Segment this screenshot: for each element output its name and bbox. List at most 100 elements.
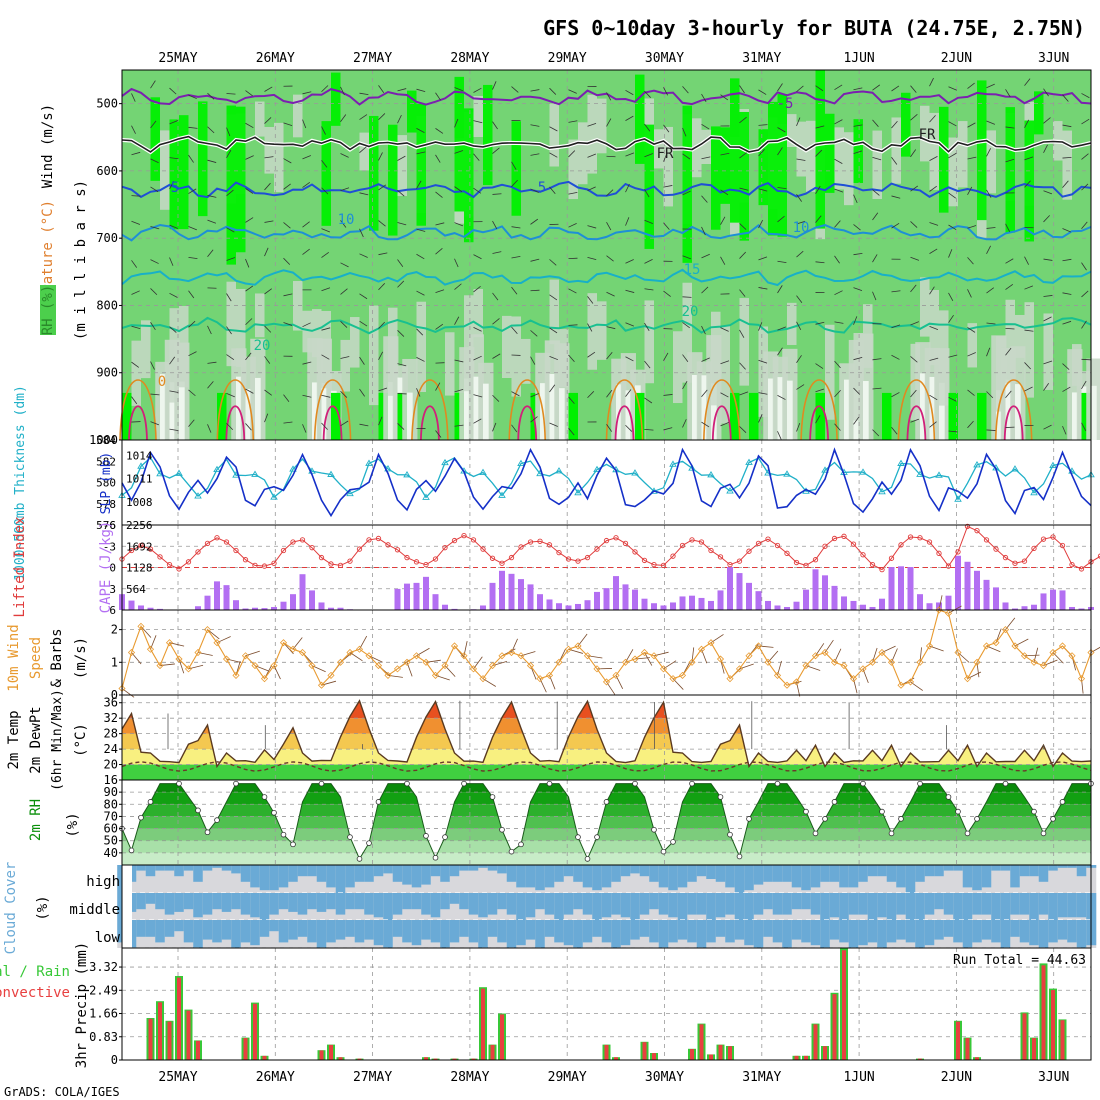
upper-wind-barb [378, 387, 388, 392]
p4-axis-titles: 10m Wind Speed & Barbs (m/s) [6, 624, 89, 691]
cloud-bar [316, 865, 327, 882]
upper-wind-barb [739, 152, 747, 159]
upper-wind-barb [986, 245, 991, 255]
rh-very-dry-cell [1072, 392, 1078, 440]
upper-wind-barb [815, 261, 825, 264]
upper-wind-barb [986, 322, 996, 325]
li-marker [375, 535, 382, 542]
cloud-empty-cell [478, 865, 489, 893]
li-marker [290, 539, 296, 545]
upper-wind-barb [302, 155, 311, 160]
cloud-bar [354, 920, 365, 943]
upper-wind-barb [720, 216, 726, 225]
upper-wind-barb [207, 92, 215, 100]
rh-dry-cell [597, 98, 607, 154]
upper-wind-barb [720, 94, 729, 101]
cape-bar [442, 604, 448, 610]
upper-wind-barb [644, 322, 650, 332]
precip-conv-bar [243, 1038, 248, 1060]
upper-wind-barb [929, 394, 938, 401]
thickness-marker [821, 466, 829, 473]
cape-bar [917, 594, 923, 610]
li-marker [318, 554, 325, 561]
cape-bar [993, 587, 999, 610]
upper-wind-barb [777, 127, 786, 133]
wind-speed-marker [441, 662, 449, 670]
upper-wind-barb [853, 124, 863, 127]
thickness-marker [707, 471, 715, 478]
cloud-bar [934, 865, 945, 877]
cloud-bar [725, 920, 736, 943]
rh-marker [233, 780, 239, 787]
rh-moist-cell [369, 115, 379, 231]
bottom-date-label: 3JUN [1038, 1070, 1069, 1085]
cape-bar [537, 594, 543, 610]
rh-very-dry-cell [625, 390, 632, 440]
wind-speed-marker [194, 648, 202, 657]
rh-very-dry-cell [473, 376, 480, 440]
cloud-bar [487, 920, 498, 937]
thickness-marker [1011, 465, 1019, 472]
cloud-empty-cell [867, 865, 878, 893]
li-marker [499, 560, 505, 566]
upper-wind-barb [397, 259, 404, 267]
upper-wind-barb [834, 360, 841, 369]
cape-bar [138, 605, 144, 610]
upper-wind-barb [1024, 156, 1034, 161]
cloud-bar [848, 893, 859, 915]
upper-wind-barb [758, 256, 768, 261]
precip-conv-bar [804, 1055, 808, 1060]
precip-conv-bar [329, 1044, 333, 1060]
wind-speed-marker [317, 681, 326, 689]
cape-bar [945, 595, 952, 610]
upper-wind-barb [606, 291, 615, 297]
cloud-empty-cell [943, 865, 954, 893]
upper-wind-barb [169, 180, 175, 190]
zero-contour-loop [605, 379, 644, 441]
cloud-bar [801, 893, 812, 910]
upper-wind-barb [473, 394, 483, 398]
wind-speed-marker [1020, 652, 1029, 660]
upper-wind-barb [435, 323, 444, 330]
upper-wind-barb [530, 289, 540, 292]
wind-tick-label: 1 [111, 655, 118, 669]
cloud-empty-cell [297, 865, 308, 893]
wind-speed-marker [232, 671, 240, 679]
cape-bar [974, 570, 980, 610]
cloud-bar [962, 920, 973, 948]
cloud-bar [307, 865, 318, 877]
thickness-marker [935, 471, 943, 478]
rh-marker [689, 780, 695, 787]
cloud-bar [962, 893, 973, 920]
upper-wind-barb [986, 429, 996, 431]
upper-wind-barb [321, 85, 329, 93]
precip-conv-bar [319, 1050, 324, 1060]
top-date-label: 26MAY [256, 51, 295, 66]
cloud-bar [544, 865, 555, 888]
cloud-bar [649, 920, 660, 943]
cloud-bar [535, 893, 546, 910]
upper-wind-barb [416, 253, 425, 260]
upper-wind-barb [340, 420, 349, 427]
precip-panel: 00.831.662.493.32 [89, 947, 1092, 1067]
cloud-bar [345, 893, 356, 910]
rh-dry-cell [891, 117, 901, 184]
rh-tick-label: 40 [104, 846, 118, 860]
cloud-bar [953, 865, 964, 871]
cloud-bar [240, 920, 251, 943]
precip-conv-bar [196, 1040, 200, 1060]
cloud-bar [1067, 920, 1078, 943]
upper-wind-barb [644, 397, 653, 404]
rh-marker [603, 799, 610, 805]
upper-wind-barb [739, 426, 747, 433]
thickness-marker [726, 487, 734, 494]
p2-left-title: 1000~500mb Thickness (dm) [13, 385, 28, 581]
wind-speed-marker [479, 675, 487, 683]
wind-speed-marker [1049, 648, 1057, 657]
cloud-bar [943, 893, 954, 915]
upper-wind-barb [264, 356, 271, 364]
pressure-tick-label: 1000 [89, 433, 118, 447]
upper-wind-barb [435, 191, 443, 198]
upper-wind-barb [663, 124, 670, 133]
cloud-bar [611, 865, 622, 882]
